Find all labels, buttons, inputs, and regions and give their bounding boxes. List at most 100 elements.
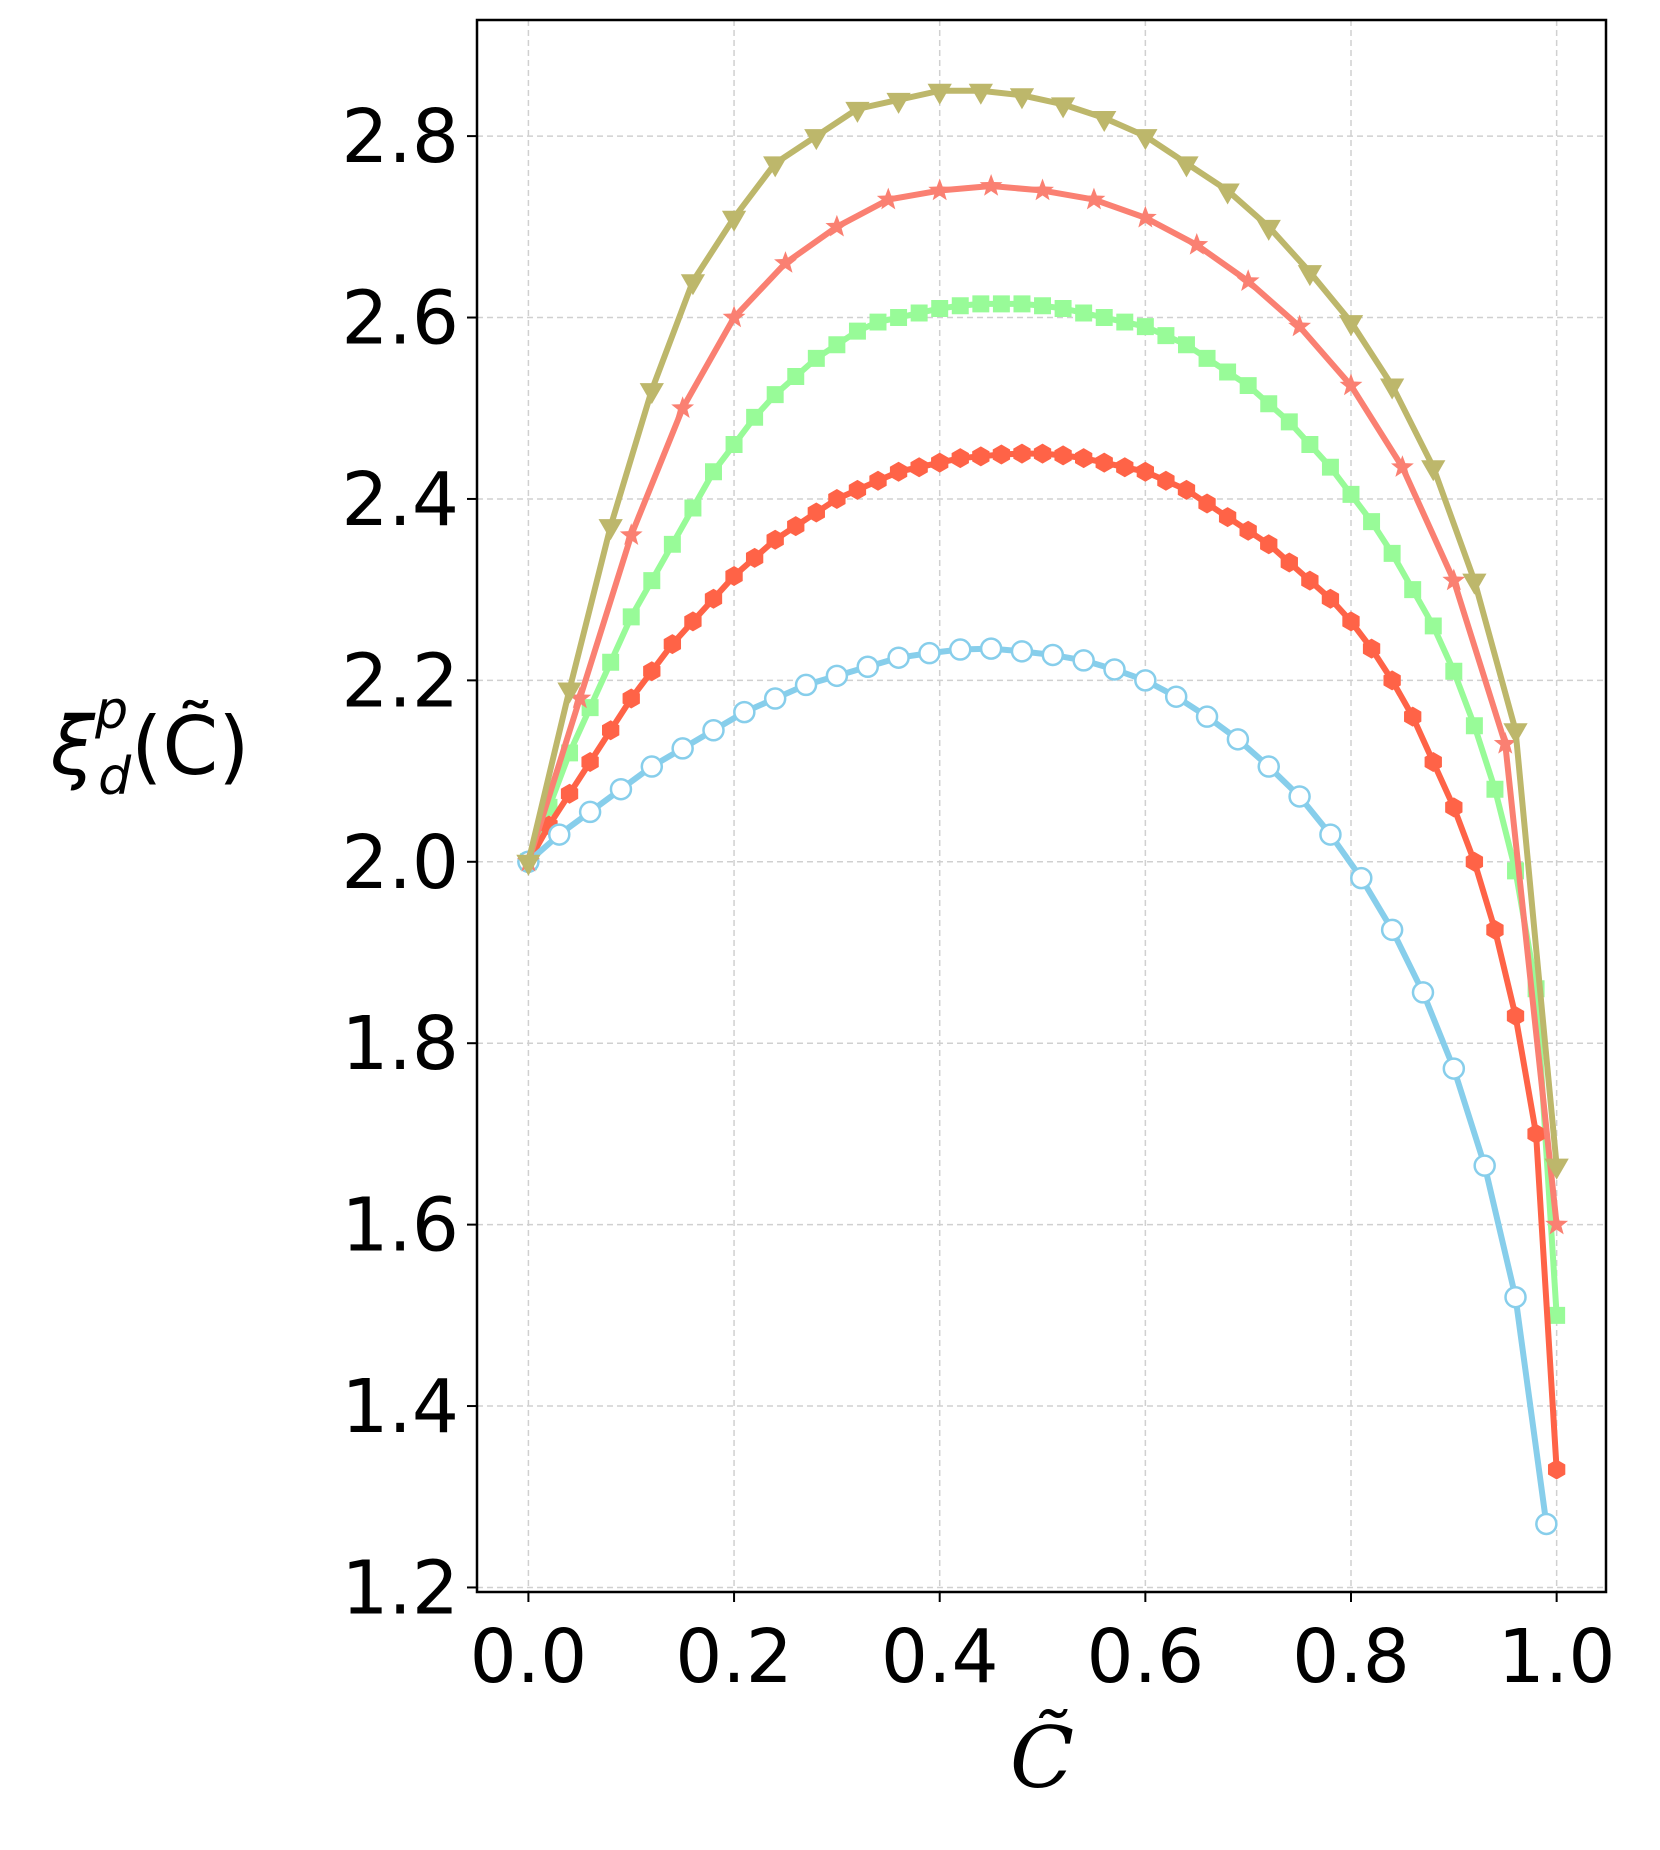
marker <box>1424 752 1442 773</box>
y-tick-label: 1.4 <box>341 1364 459 1450</box>
marker <box>1239 520 1257 541</box>
marker <box>979 637 1003 660</box>
marker <box>1301 570 1319 591</box>
marker <box>705 463 722 481</box>
x-tick-label: 0.0 <box>470 1614 588 1700</box>
y-axis-label: ξp d(C̃) <box>50 681 250 807</box>
marker <box>619 523 643 545</box>
marker <box>931 452 949 473</box>
marker <box>910 457 928 478</box>
marker <box>1157 470 1175 491</box>
marker <box>1136 461 1155 482</box>
marker <box>1548 1306 1566 1324</box>
y-label-sup: p <box>94 681 128 741</box>
y-tick-label: 1.2 <box>341 1545 459 1631</box>
marker <box>1297 265 1322 287</box>
marker <box>1465 717 1483 735</box>
y-tick-label: 2.6 <box>341 276 459 362</box>
marker <box>1445 662 1463 680</box>
marker <box>1442 568 1466 591</box>
marker <box>910 304 928 322</box>
marker <box>1486 919 1504 940</box>
y-label-base: ξ <box>50 700 97 793</box>
marker <box>931 299 949 317</box>
marker <box>1082 187 1106 210</box>
marker <box>889 461 908 482</box>
marker <box>972 295 990 313</box>
marker <box>746 408 764 426</box>
marker <box>1383 544 1401 562</box>
x-tick-label: 0.6 <box>1087 1614 1205 1700</box>
marker <box>1424 617 1442 635</box>
x-axis-label: C̃ <box>1010 1709 1074 1807</box>
marker <box>1338 315 1364 337</box>
marker <box>1072 649 1095 672</box>
marker <box>581 699 599 717</box>
marker <box>671 737 694 760</box>
marker <box>856 655 879 679</box>
marker <box>745 547 764 568</box>
x-tick-label: 0.8 <box>1292 1614 1410 1700</box>
series-line <box>525 450 1560 1470</box>
marker <box>722 305 746 328</box>
marker <box>1157 327 1175 345</box>
marker <box>979 173 1003 196</box>
marker <box>1380 918 1404 942</box>
marker <box>1421 460 1446 482</box>
marker <box>1133 205 1157 228</box>
marker <box>1442 1057 1466 1080</box>
marker <box>1074 448 1093 469</box>
marker <box>1041 643 1065 667</box>
marker <box>733 700 756 724</box>
marker <box>684 499 702 517</box>
marker <box>1527 1123 1545 1144</box>
y-tick-label: 1.6 <box>341 1183 459 1269</box>
marker <box>1465 851 1484 872</box>
marker <box>1260 395 1278 413</box>
marker <box>1134 669 1157 692</box>
marker <box>828 336 846 354</box>
marker <box>702 719 725 742</box>
marker <box>598 519 623 541</box>
marker <box>1544 1158 1569 1180</box>
marker <box>886 92 911 114</box>
marker <box>622 688 640 709</box>
marker <box>1177 336 1195 354</box>
marker <box>560 783 579 804</box>
marker <box>787 516 805 537</box>
marker <box>663 634 682 655</box>
marker <box>845 101 870 123</box>
marker <box>1339 373 1363 396</box>
marker <box>1288 785 1311 808</box>
x-tick-label: 0.2 <box>675 1614 793 1700</box>
marker <box>1013 443 1031 464</box>
marker <box>1054 299 1072 317</box>
marker <box>1174 156 1199 178</box>
marker <box>951 297 969 315</box>
marker <box>609 777 633 801</box>
marker <box>1493 731 1517 754</box>
marker <box>1319 823 1342 846</box>
marker <box>869 313 887 331</box>
marker <box>721 210 747 232</box>
plot-frame <box>475 18 1608 1594</box>
marker <box>1411 981 1435 1004</box>
marker <box>1218 507 1237 528</box>
marker <box>1013 295 1031 313</box>
marker <box>766 529 784 550</box>
marker <box>1075 304 1093 322</box>
marker <box>557 682 582 704</box>
marker <box>671 396 695 418</box>
marker <box>1547 1459 1566 1480</box>
marker <box>1342 611 1360 632</box>
marker <box>1535 1512 1558 1536</box>
marker <box>643 572 661 590</box>
marker <box>1133 129 1158 151</box>
marker <box>825 214 849 237</box>
marker <box>1380 378 1405 400</box>
marker <box>949 638 972 661</box>
marker <box>1504 1285 1527 1309</box>
y-label-rest: (C̃) <box>131 699 249 793</box>
marker <box>1198 493 1216 514</box>
marker <box>848 322 866 340</box>
